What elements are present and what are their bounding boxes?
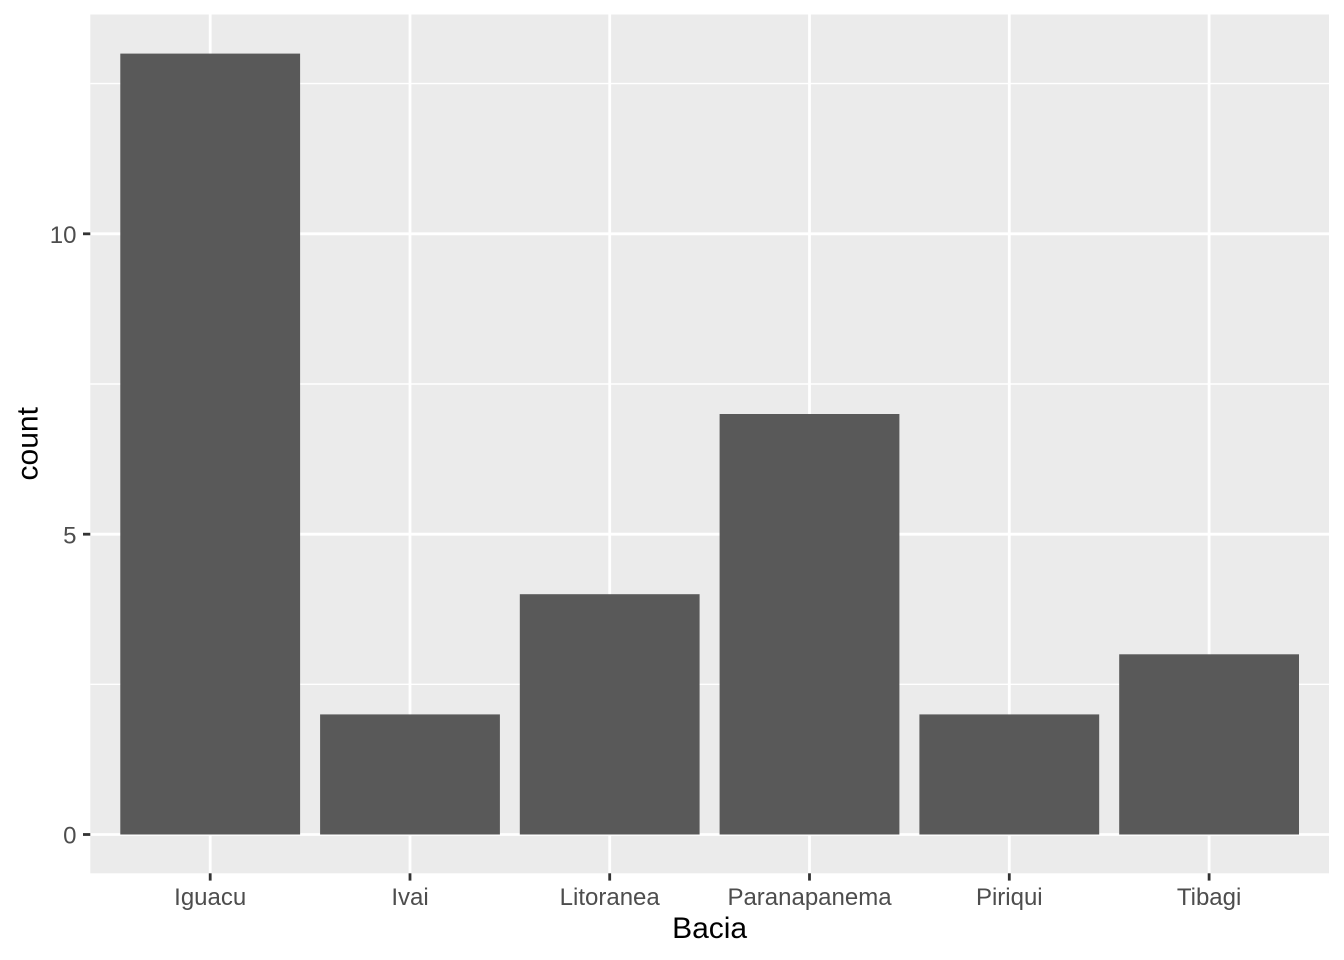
svg-text:Bacia: Bacia bbox=[672, 912, 747, 945]
svg-text:Litoranea: Litoranea bbox=[560, 884, 661, 911]
svg-text:0: 0 bbox=[63, 823, 76, 850]
svg-text:count: count bbox=[12, 406, 45, 480]
svg-text:Piriqui: Piriqui bbox=[976, 884, 1043, 911]
svg-text:Tibagi: Tibagi bbox=[1177, 884, 1241, 911]
svg-text:10: 10 bbox=[50, 222, 77, 249]
svg-text:5: 5 bbox=[63, 522, 76, 549]
svg-text:Ivai: Ivai bbox=[391, 884, 428, 911]
svg-text:Paranapanema: Paranapanema bbox=[727, 884, 892, 911]
svg-text:Iguacu: Iguacu bbox=[174, 884, 246, 911]
